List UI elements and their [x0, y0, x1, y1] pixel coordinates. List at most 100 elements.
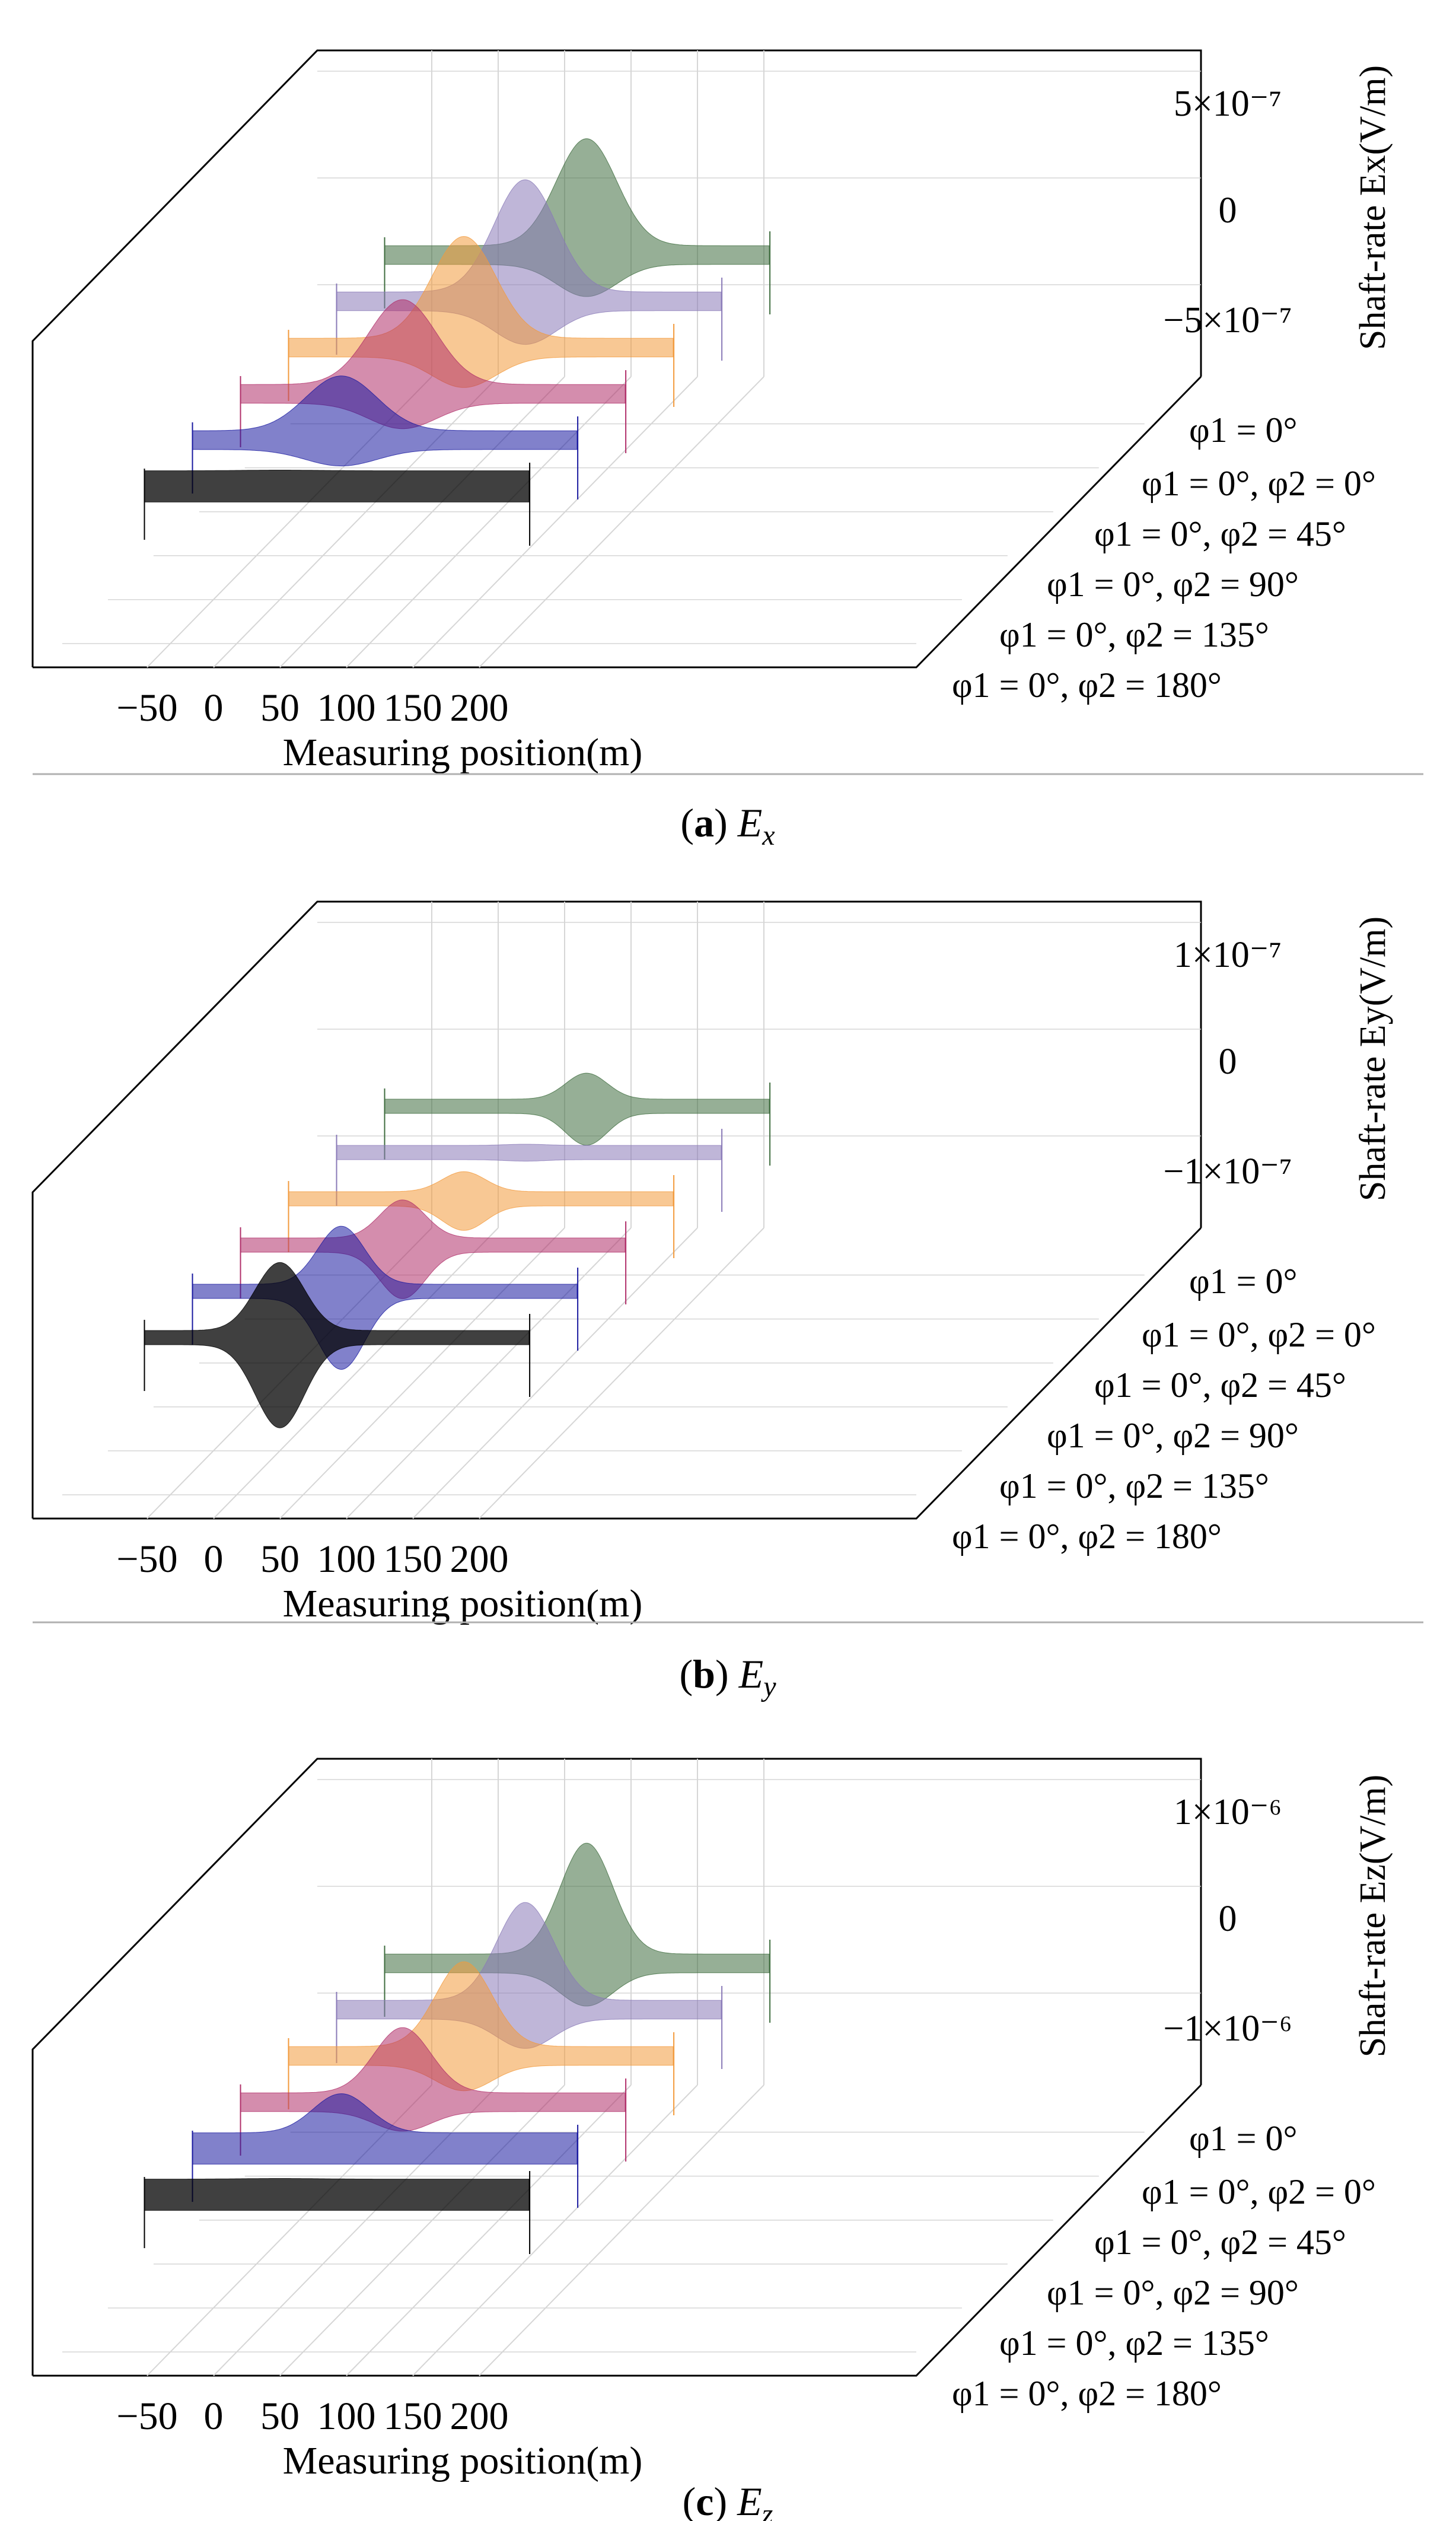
series-0-envelope	[144, 1262, 530, 1428]
x-tick-label: 200	[450, 686, 509, 730]
series-label-1: φ1 = 0°, φ2 = 135°	[999, 2323, 1269, 2363]
z-axis-label: Shaft-rate Ey(V/m)	[1353, 916, 1393, 1201]
grid-floor-x	[479, 2084, 764, 2376]
grid-floor-x	[479, 376, 764, 668]
x-axis-label: Measuring position(m)	[283, 1582, 643, 1625]
grid-floor-x	[412, 1227, 698, 1519]
x-axis-label: Measuring position(m)	[283, 731, 643, 774]
z-axis-label: Shaft-rate Ez(V/m)	[1353, 1775, 1393, 2058]
x-tick-label: 50	[260, 686, 300, 730]
series-label-1: φ1 = 0°, φ2 = 135°	[999, 1466, 1269, 1505]
caption-var: E	[737, 800, 763, 845]
x-tick-label: 100	[317, 1538, 376, 1581]
series-label-0: φ1 = 0°, φ2 = 180°	[952, 1517, 1222, 1556]
grid-lines	[62, 1759, 1201, 2376]
series-label-2: φ1 = 0°, φ2 = 90°	[1047, 565, 1299, 604]
series-label-4: φ1 = 0°, φ2 = 0°	[1142, 2172, 1376, 2211]
grid-floor-x	[279, 1227, 565, 1519]
x-tick-label: 150	[384, 2395, 442, 2438]
x-tick-label: 200	[450, 1538, 509, 1581]
series-1-envelope	[192, 375, 578, 467]
series-4-envelope	[336, 1902, 722, 2049]
series-label-1: φ1 = 0°, φ2 = 135°	[999, 615, 1269, 654]
series-5-envelope	[384, 1072, 770, 1146]
z-tick-label: 0	[1219, 1042, 1237, 1082]
grid-floor-x	[213, 1227, 499, 1519]
floor-edge	[33, 2084, 1202, 2377]
series-1-envelope	[192, 2093, 578, 2165]
caption-paren: (	[680, 1651, 693, 1696]
x-tick-label: −50	[116, 686, 177, 730]
series-label-0: φ1 = 0°, φ2 = 180°	[952, 666, 1222, 705]
caption-sub: x	[762, 820, 775, 851]
series-label-3: φ1 = 0°, φ2 = 45°	[1094, 514, 1346, 553]
panel-caption: (a) Ex	[680, 800, 775, 851]
grid-floor-x	[346, 376, 632, 668]
x-axis-label: Measuring position(m)	[283, 2439, 643, 2482]
x-tick-label: 0	[204, 2395, 224, 2438]
series-label-2: φ1 = 0°, φ2 = 90°	[1047, 1416, 1299, 1455]
caption-var: E	[737, 2479, 762, 2521]
z-tick-label: −1×10⁻⁷	[1163, 1151, 1292, 1192]
caption-paren: (	[680, 800, 694, 845]
grid-lines	[62, 50, 1201, 668]
caption-letter: c	[696, 2479, 713, 2521]
series-label-4: φ1 = 0°, φ2 = 0°	[1142, 1315, 1376, 1354]
series-label-3: φ1 = 0°, φ2 = 45°	[1094, 2223, 1346, 2262]
grid-floor-x	[346, 1227, 632, 1519]
caption-paren: )	[715, 1651, 739, 1696]
plot-box	[31, 900, 1202, 1520]
grid-floor-x	[213, 376, 499, 668]
z-tick-label: 0	[1219, 1899, 1237, 1939]
x-tick-label: −50	[116, 2395, 177, 2438]
floor-edge	[33, 1227, 1202, 1520]
series-label-4: φ1 = 0°, φ2 = 0°	[1142, 464, 1376, 503]
caption-paren: )	[714, 800, 738, 845]
plot-box	[31, 1758, 1202, 2377]
series-0-envelope	[144, 2178, 530, 2211]
plot-box	[31, 49, 1202, 669]
caption-paren: (	[683, 2479, 696, 2521]
x-tick-label: 150	[384, 686, 442, 730]
box-frame	[31, 900, 1202, 1519]
caption-letter: b	[693, 1651, 715, 1696]
series-label-5: φ1 = 0°	[1189, 410, 1297, 450]
z-axis-label: Shaft-rate Ex(V/m)	[1353, 65, 1393, 350]
grid-floor-x	[412, 2084, 698, 2376]
grid-floor-x	[412, 376, 698, 668]
x-tick-label: 50	[260, 2395, 300, 2438]
z-tick-label: −1×10⁻⁶	[1163, 2008, 1292, 2049]
series-label-3: φ1 = 0°, φ2 = 45°	[1094, 1365, 1346, 1405]
caption-paren: )	[713, 2479, 737, 2521]
box-frame	[31, 1758, 1202, 2376]
caption-var: E	[738, 1651, 764, 1696]
x-tick-label: −50	[116, 1538, 177, 1581]
box-frame	[31, 49, 1202, 667]
grid-floor-x	[479, 1227, 764, 1519]
caption-letter: a	[694, 800, 714, 845]
grid-floor-x	[279, 376, 565, 668]
series-3-envelope	[288, 1171, 674, 1231]
z-tick-label: 1×10⁻⁶	[1174, 1792, 1282, 1832]
panel-caption: (c) Ez	[683, 2479, 773, 2521]
x-tick-label: 0	[204, 1538, 224, 1581]
grid-lines	[62, 902, 1201, 1519]
grid-floor-x	[346, 2084, 632, 2376]
x-tick-label: 50	[260, 1538, 300, 1581]
z-tick-label: 5×10⁻⁷	[1174, 84, 1282, 124]
series-label-5: φ1 = 0°	[1189, 2119, 1297, 2158]
x-tick-label: 200	[450, 2395, 509, 2438]
x-tick-label: 0	[204, 686, 224, 730]
z-tick-label: 1×10⁻⁷	[1174, 935, 1282, 975]
series-label-5: φ1 = 0°	[1189, 1262, 1297, 1301]
x-tick-label: 100	[317, 686, 376, 730]
x-tick-label: 100	[317, 2395, 376, 2438]
z-tick-label: −5×10⁻⁷	[1163, 300, 1292, 340]
z-tick-label: 0	[1219, 190, 1237, 231]
series-label-0: φ1 = 0°, φ2 = 180°	[952, 2374, 1222, 2413]
floor-edge	[33, 375, 1202, 669]
